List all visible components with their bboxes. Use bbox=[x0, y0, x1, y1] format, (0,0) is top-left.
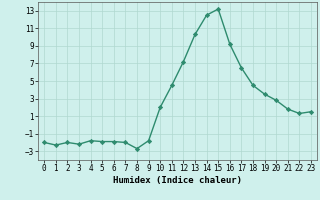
X-axis label: Humidex (Indice chaleur): Humidex (Indice chaleur) bbox=[113, 176, 242, 185]
